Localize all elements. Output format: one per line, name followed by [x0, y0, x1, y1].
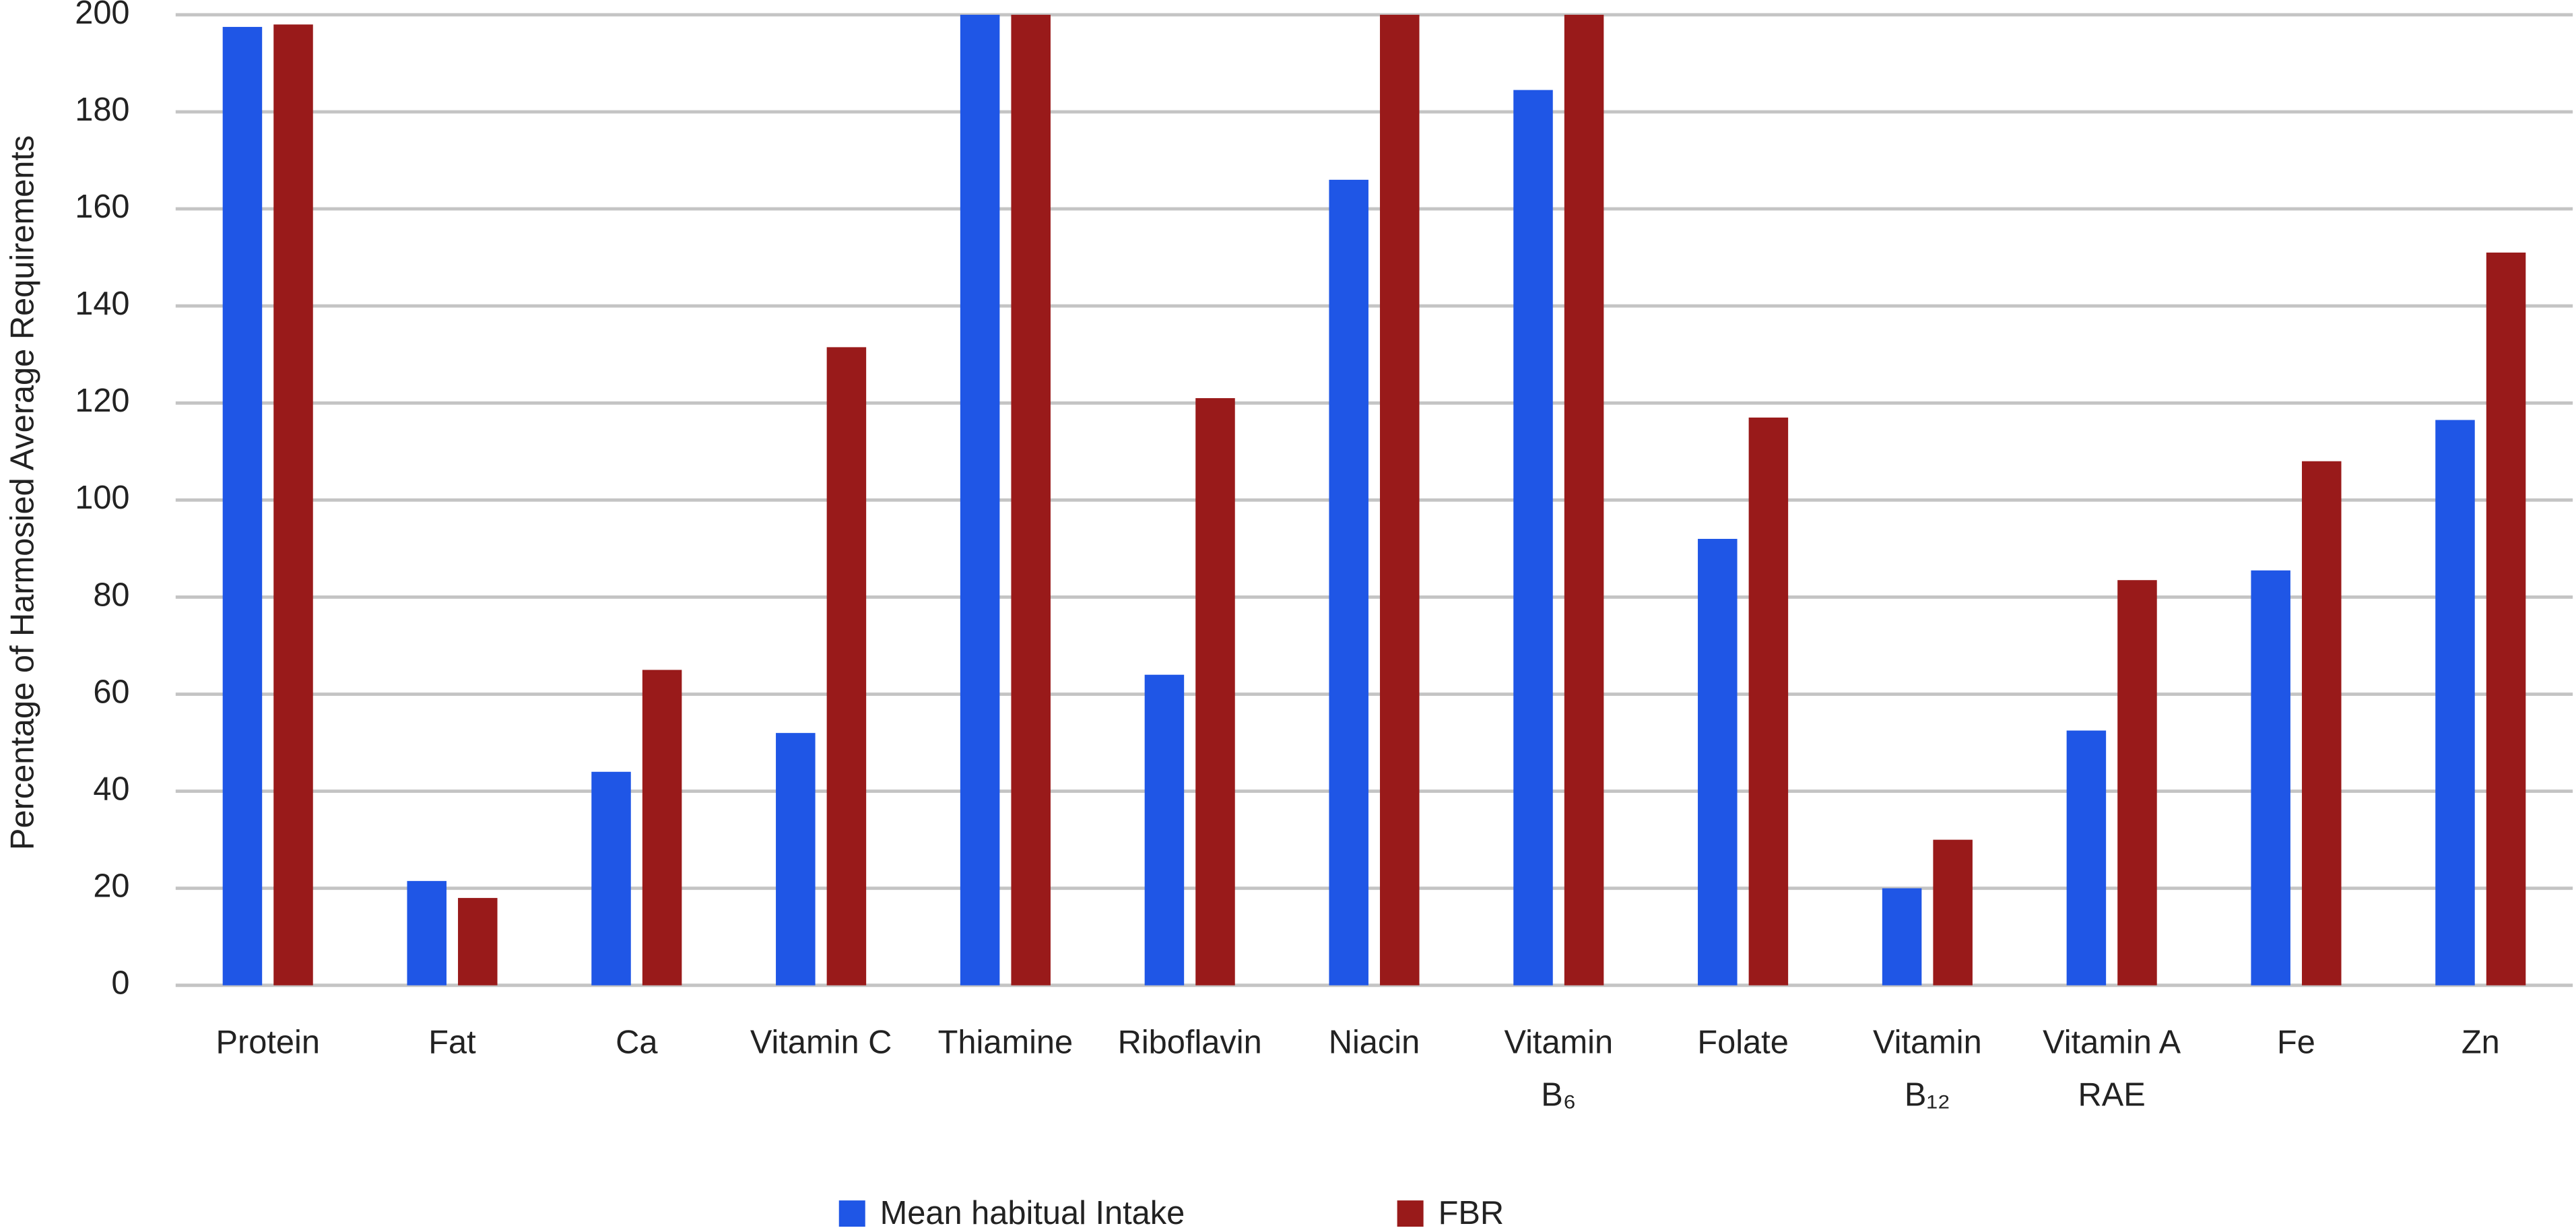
x-tick-label: Riboflavin — [1118, 1024, 1262, 1060]
x-tick-label: RAE — [2078, 1076, 2146, 1113]
bar — [1882, 888, 1922, 985]
y-tick-label: 180 — [75, 92, 129, 128]
x-tick-label: Zn — [2462, 1024, 2500, 1060]
y-axis-label: Percentage of Harmosied Average Requirem… — [4, 135, 40, 850]
x-tick-label: Vitamin C — [750, 1024, 892, 1060]
bar — [222, 26, 263, 985]
bar — [960, 14, 1000, 985]
legend-label: Mean habitual Intake — [880, 1195, 1185, 1230]
bar — [2251, 570, 2290, 985]
x-tick-label: Thiamine — [938, 1024, 1073, 1060]
legend-label: FBR — [1439, 1195, 1505, 1230]
y-tick-label: 140 — [75, 286, 129, 322]
bar — [1329, 179, 1368, 985]
x-tick-label: Vitamin — [1873, 1024, 1982, 1060]
bar — [642, 670, 682, 985]
x-tick-label: Fat — [428, 1024, 476, 1060]
y-tick-label: 40 — [93, 771, 129, 807]
bar — [1144, 674, 1185, 985]
bar — [591, 771, 631, 985]
y-tick-label: 20 — [93, 868, 129, 905]
y-tick-label: 80 — [93, 577, 129, 613]
y-tick-label: 200 — [75, 0, 129, 31]
x-tick-label: Folate — [1697, 1024, 1789, 1060]
x-tick-label: Niacin — [1329, 1024, 1420, 1060]
x-tick-label: Fe — [2277, 1024, 2315, 1060]
bar — [1933, 839, 1973, 985]
x-tick-label: Ca — [616, 1024, 658, 1060]
legend-swatch — [1397, 1200, 1424, 1227]
bar — [1698, 538, 1738, 985]
y-tick-label: 100 — [75, 480, 129, 516]
bar — [2302, 461, 2342, 985]
bar — [2117, 580, 2157, 985]
y-tick-label: 60 — [93, 674, 129, 710]
bar — [1564, 14, 1604, 985]
bar — [1748, 417, 1789, 985]
bar — [2486, 252, 2526, 985]
bar — [407, 880, 447, 985]
bar — [1513, 90, 1553, 985]
y-tick-label: 0 — [111, 965, 129, 1002]
bar — [776, 733, 816, 985]
y-tick-label: 160 — [75, 189, 129, 225]
bar — [458, 898, 498, 985]
bar — [2435, 420, 2475, 985]
bar — [1380, 14, 1420, 985]
bar — [1195, 398, 1235, 985]
x-tick-label: B₆ — [1541, 1076, 1576, 1113]
bar — [1011, 14, 1051, 985]
x-tick-label: Vitamin — [1504, 1024, 1613, 1060]
bar — [273, 24, 313, 985]
legend-swatch — [838, 1200, 865, 1227]
bar — [826, 347, 867, 985]
y-tick-label: 120 — [75, 383, 129, 419]
bar — [2066, 730, 2107, 985]
x-tick-label: Vitamin A — [2043, 1024, 2181, 1060]
x-tick-label: B₁₂ — [1905, 1076, 1950, 1113]
x-tick-label: Protein — [216, 1024, 319, 1060]
